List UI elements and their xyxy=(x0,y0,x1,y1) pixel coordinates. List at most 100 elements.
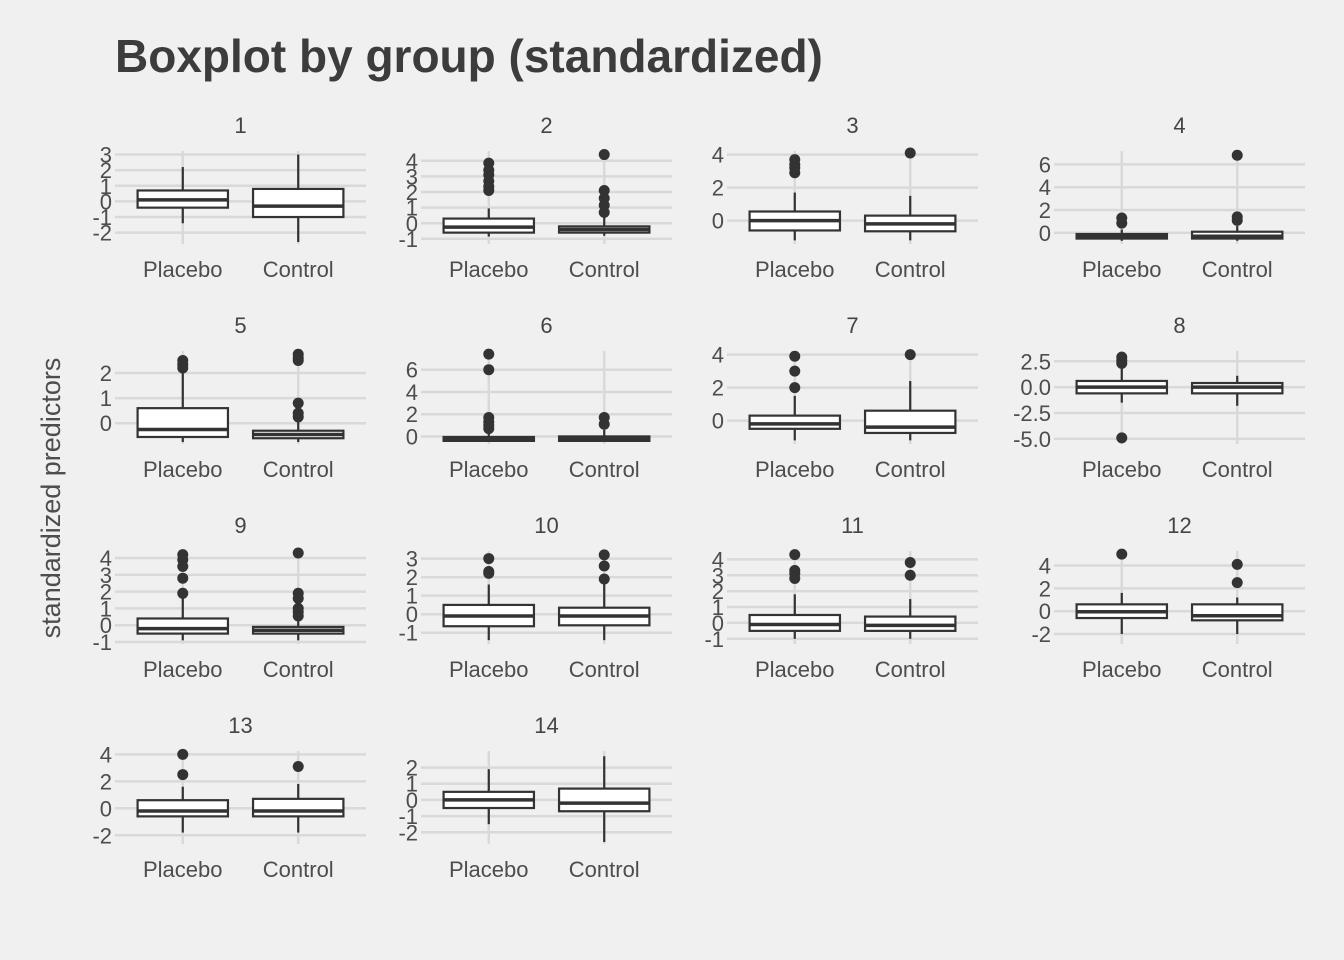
facet-label: 8 xyxy=(1173,313,1185,338)
y-tick-label: 0 xyxy=(100,613,112,638)
x-tick-label: Control xyxy=(569,457,640,482)
y-tick-label: 4 xyxy=(712,143,724,168)
outlier-point xyxy=(292,397,304,409)
outlier-point xyxy=(1116,548,1128,560)
y-tick-label: 4 xyxy=(100,742,112,767)
outlier-point xyxy=(789,382,801,394)
outlier-point xyxy=(292,411,304,423)
facet-panel-3: 3 4 2 0 Placebo Control xyxy=(712,113,978,282)
x-tick-label: Placebo xyxy=(755,657,835,682)
outlier-point xyxy=(483,184,495,196)
x-tick-label: Placebo xyxy=(449,657,529,682)
y-tick-label: 3 xyxy=(406,547,418,572)
y-tick-label: -1 xyxy=(398,804,418,829)
outlier-point xyxy=(483,364,495,376)
y-tick-label: 6 xyxy=(1039,152,1051,177)
facet-label: 14 xyxy=(534,713,558,738)
x-tick-label: Placebo xyxy=(143,457,223,482)
outlier-point xyxy=(598,573,610,585)
outlier-point xyxy=(789,365,801,377)
box-placebo xyxy=(136,617,230,635)
outlier-point xyxy=(292,355,304,367)
y-tick-label: 3 xyxy=(100,563,112,588)
y-tick-label: 2 xyxy=(100,158,112,183)
x-tick-label: Placebo xyxy=(449,257,529,282)
facet-label: 1 xyxy=(234,113,246,138)
x-tick-label: Control xyxy=(875,657,946,682)
facet-label: 2 xyxy=(540,113,552,138)
box-control xyxy=(1190,603,1284,622)
outlier-point xyxy=(292,547,304,559)
outlier-point xyxy=(292,760,304,772)
outlier-point xyxy=(904,569,916,581)
outlier-point xyxy=(177,560,189,572)
y-tick-label: 2 xyxy=(1039,198,1051,223)
y-tick-label: 4 xyxy=(406,380,418,405)
y-tick-label: 3 xyxy=(406,164,418,189)
x-tick-label: Control xyxy=(263,657,334,682)
y-tick-label: 0 xyxy=(100,796,112,821)
y-tick-label: 2 xyxy=(712,376,724,401)
x-tick-label: Control xyxy=(1202,657,1273,682)
x-tick-label: Placebo xyxy=(143,657,223,682)
y-tick-label: 2 xyxy=(406,565,418,590)
outlier-point xyxy=(789,350,801,362)
y-axis-label: standardized predictors xyxy=(36,358,66,639)
outlier-point xyxy=(598,560,610,572)
y-tick-label: -2 xyxy=(398,820,418,845)
y-tick-label: 0 xyxy=(1039,599,1051,624)
facet-label: 4 xyxy=(1173,113,1185,138)
x-tick-label: Placebo xyxy=(755,457,835,482)
y-tick-label: 4 xyxy=(1039,175,1051,200)
outlier-point xyxy=(177,769,189,781)
chart-title: Boxplot by group (standardized) xyxy=(115,30,823,82)
outlier-point xyxy=(292,592,304,604)
y-tick-label: 4 xyxy=(712,547,724,572)
y-tick-label: 4 xyxy=(406,149,418,174)
y-tick-label: 0 xyxy=(406,788,418,813)
outlier-point xyxy=(483,553,495,565)
y-tick-label: 1 xyxy=(406,196,418,221)
y-tick-label: -5.0 xyxy=(1013,427,1051,452)
y-tick-label: 4 xyxy=(1039,554,1051,579)
facet-label: 10 xyxy=(534,513,558,538)
outlier-point xyxy=(1231,149,1243,161)
outlier-point xyxy=(177,587,189,599)
y-tick-label: 1 xyxy=(712,595,724,620)
y-tick-label: 1 xyxy=(406,584,418,609)
y-tick-label: 0 xyxy=(712,209,724,234)
y-tick-label: 2 xyxy=(100,361,112,386)
y-tick-label: 0 xyxy=(100,411,112,436)
outlier-point xyxy=(904,147,916,159)
y-tick-label: 0 xyxy=(712,611,724,636)
y-tick-label: 0 xyxy=(1039,221,1051,246)
y-tick-label: 2 xyxy=(100,769,112,794)
y-tick-label: 2 xyxy=(1039,576,1051,601)
outlier-point xyxy=(483,348,495,360)
facet-label: 9 xyxy=(234,513,246,538)
y-tick-label: 0 xyxy=(712,409,724,434)
facet-panel-5: 5 210 Placebo Control xyxy=(100,313,366,482)
outlier-point xyxy=(598,418,610,430)
y-tick-label: 0 xyxy=(100,189,112,214)
x-tick-label: Control xyxy=(263,857,334,882)
y-tick-label: -1 xyxy=(704,627,724,652)
x-tick-label: Placebo xyxy=(755,257,835,282)
outlier-point xyxy=(1116,357,1128,369)
outlier-point xyxy=(598,184,610,196)
y-tick-label: 2 xyxy=(100,580,112,605)
y-tick-label: 1 xyxy=(100,386,112,411)
x-tick-label: Control xyxy=(1202,257,1273,282)
y-tick-label: -1 xyxy=(398,227,418,252)
y-tick-label: 2 xyxy=(406,402,418,427)
box-control xyxy=(557,787,651,813)
y-tick-label: 2 xyxy=(406,180,418,205)
y-tick-label: 2 xyxy=(712,579,724,604)
outlier-point xyxy=(904,349,916,361)
x-tick-label: Placebo xyxy=(1082,657,1162,682)
box-control xyxy=(251,187,345,219)
